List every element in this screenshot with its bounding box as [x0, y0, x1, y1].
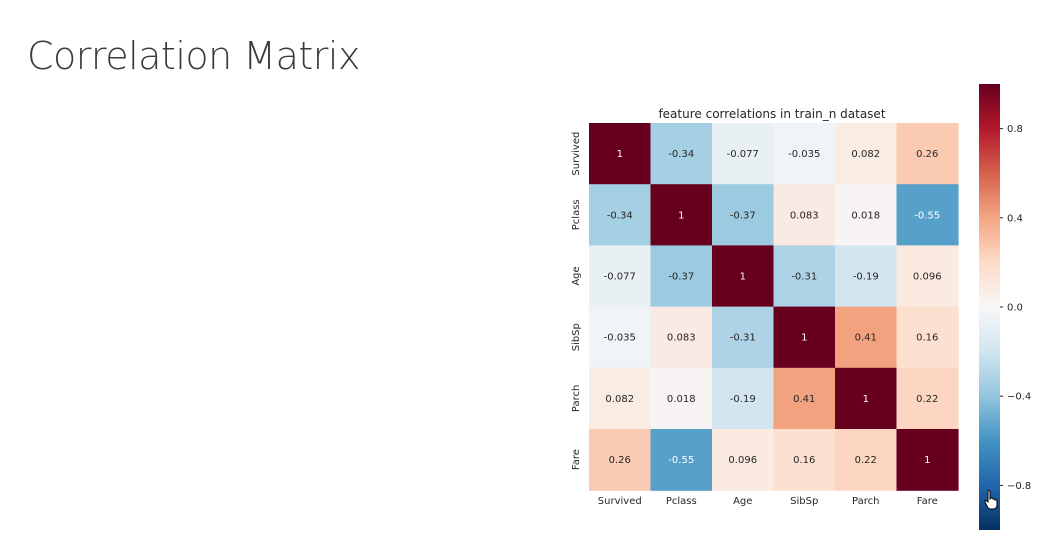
heatmap-cell [835, 123, 898, 185]
chart-title: feature correlations in train_n dataset [658, 107, 885, 121]
colorbar-tick-label: 0.4 [1007, 213, 1023, 224]
cell-value-label: 0.26 [916, 149, 938, 160]
x-axis-tick-labels: Survived Pclass Age SibSp Parch Fare [598, 496, 938, 507]
cell-value-label: 0.41 [793, 394, 815, 405]
hand-cursor-icon [984, 490, 998, 510]
x-tick-label: Survived [598, 496, 642, 507]
cell-value-label: 0.22 [855, 455, 877, 466]
heatmap-cell [896, 123, 959, 185]
colorbar-tick-label: −0.8 [1007, 481, 1031, 492]
heatmap-cell [712, 245, 775, 308]
cell-value-label: -0.37 [668, 272, 694, 283]
heatmap-cell [589, 367, 652, 430]
cell-value-label: 0.22 [916, 394, 938, 405]
cell-value-label: -0.077 [604, 272, 636, 283]
cell-value-label: 0.16 [916, 333, 938, 344]
y-tick-label: Age [571, 266, 582, 285]
heatmap-cell [650, 245, 713, 308]
cell-value-label: -0.34 [668, 149, 694, 160]
cell-value-label: 0.083 [790, 210, 819, 221]
heatmap-cell [712, 123, 775, 185]
cell-value-label: 0.096 [913, 272, 942, 283]
x-tick-label: Pclass [666, 496, 697, 507]
cell-value-label: 1 [801, 333, 807, 344]
heatmap-cell [589, 306, 652, 369]
heatmap-cell [712, 367, 775, 430]
heatmap-cell [650, 367, 713, 430]
heatmap-cell [650, 184, 713, 246]
colorbar-tick-label: −0.4 [1007, 392, 1031, 403]
heatmap-cell [835, 306, 898, 369]
heatmap-cell [773, 306, 836, 369]
cell-value-label: 0.018 [667, 394, 696, 405]
heatmap-cell [712, 184, 775, 246]
heatmap-cell [896, 367, 959, 430]
cell-value-label: 0.082 [605, 394, 634, 405]
colorbar-tick-label: 0.0 [1007, 303, 1023, 314]
cell-value-label: 1 [740, 272, 746, 283]
heatmap-cell [835, 429, 898, 491]
x-tick-label: Fare [917, 496, 938, 507]
cell-value-label: 0.096 [728, 455, 757, 466]
x-tick-label: SibSp [790, 496, 818, 507]
cell-value-label: -0.31 [791, 272, 817, 283]
x-tick-label: Parch [852, 496, 879, 507]
y-tick-label: Fare [571, 449, 582, 470]
heatmap-cell [835, 245, 898, 308]
heatmap-cell [896, 184, 959, 246]
cell-value-label: -0.31 [730, 333, 756, 344]
cell-value-label: 1 [617, 149, 623, 160]
cell-value-label: 0.083 [667, 333, 696, 344]
cell-value-label: -0.55 [668, 455, 694, 466]
heatmap-cell [896, 306, 959, 369]
heatmap-cell [589, 245, 652, 308]
cell-value-label: 1 [863, 394, 869, 405]
heatmap-cell [650, 123, 713, 185]
x-tick-label: Age [733, 496, 752, 507]
cell-value-label: -0.55 [914, 210, 940, 221]
heatmap-cell [773, 429, 836, 491]
colorbar-ticks: 0.8 0.4 0.0 −0.4 −0.8 [1000, 124, 1031, 492]
y-tick-label: SibSp [571, 323, 582, 351]
heatmap-cell [589, 184, 652, 246]
cell-value-label: -0.19 [853, 272, 879, 283]
heatmap-cells: 1 -0.34 -0.077 -0.035 0.082 0.26 -0.34 1 -0.37 0.… [589, 123, 959, 491]
y-axis-tick-labels: Survived Pclass Age SibSp Parch Fare [571, 132, 582, 470]
heatmap-cell [650, 429, 713, 491]
heatmap-cell [835, 184, 898, 246]
heatmap-cell [712, 306, 775, 369]
heatmap-cell [773, 367, 836, 430]
cell-value-label: -0.34 [607, 210, 633, 221]
heatmap-cell [835, 367, 898, 430]
cell-value-label: 0.26 [609, 455, 631, 466]
cell-value-label: 0.018 [851, 210, 880, 221]
colorbar-tick-label: 0.8 [1007, 124, 1023, 135]
heatmap-cell [896, 245, 959, 308]
heatmap-cell [773, 245, 836, 308]
cell-value-label: 1 [924, 455, 930, 466]
cell-value-label: -0.19 [730, 394, 756, 405]
cell-value-label: -0.035 [788, 149, 820, 160]
heatmap-cell [589, 429, 652, 491]
slide-title: Correlation Matrix [27, 34, 360, 78]
colorbar [979, 84, 1000, 530]
heatmap-cell [773, 184, 836, 246]
heatmap-cell [773, 123, 836, 185]
cell-value-label: 0.16 [793, 455, 815, 466]
cell-value-label: -0.035 [604, 333, 636, 344]
y-tick-label: Survived [571, 132, 582, 176]
y-tick-label: Parch [571, 385, 582, 412]
heatmap-cell [896, 429, 959, 491]
cell-value-label: 0.41 [855, 333, 877, 344]
heatmap-cell [650, 306, 713, 369]
heatmap-cell [589, 123, 652, 185]
heatmap-cell [712, 429, 775, 491]
cell-value-label: 1 [678, 210, 684, 221]
y-tick-label: Pclass [571, 199, 582, 230]
cell-value-label: 0.082 [851, 149, 880, 160]
cell-value-label: -0.077 [727, 149, 759, 160]
cell-value-label: -0.37 [730, 210, 756, 221]
